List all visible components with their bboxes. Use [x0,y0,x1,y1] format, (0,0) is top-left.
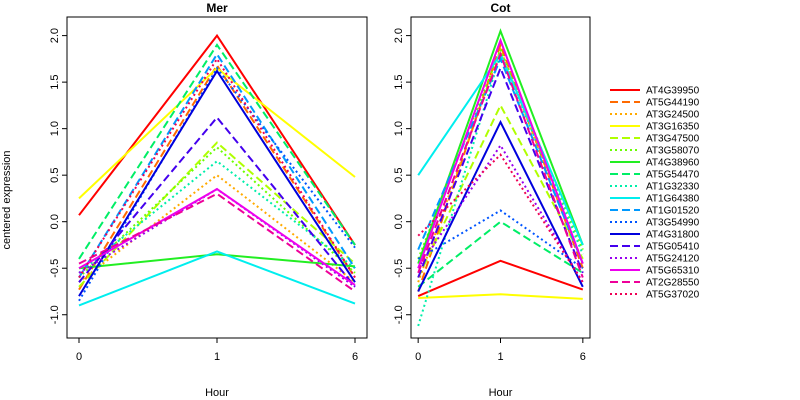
legend-label: AT3G54990 [646,218,700,229]
legend-item: AT4G31800 [610,230,700,241]
panel-title: Cot [491,1,511,15]
legend-label: AT3G24500 [646,110,700,121]
series-line-at3g54990 [78,66,356,302]
x-axis-label: Hour [205,387,229,399]
series-line-at2g28550 [78,192,356,293]
series-line-at5g65310 [417,37,584,269]
legend-item: AT1G64380 [610,194,700,205]
legend-item: AT3G16350 [610,122,700,133]
series-line-at3g54990 [417,209,584,270]
y-tick-label: 0.0 [393,214,405,229]
series-line-at5g37020 [417,153,584,283]
x-axis-label: Hour [489,387,513,399]
legend-label: AT4G39950 [646,86,700,97]
series-line-at5g44190 [78,63,356,291]
series-line-at4g39950 [417,259,584,298]
series-line-at4g38960 [78,253,356,270]
y-axis-label: centered expression [1,150,13,249]
plot-frame [410,16,591,339]
y-tick-label: 0.5 [393,168,405,183]
series-line-at5g37020 [78,57,356,279]
x-tick-label: 1 [214,351,220,363]
y-tick-label: 1.5 [393,74,405,89]
legend-item: AT5G65310 [610,266,700,277]
legend-label: AT4G38960 [646,158,700,169]
series-line-at3g47500 [78,141,356,288]
series-line-at3g47500 [417,103,584,278]
legend-item: AT5G44190 [610,98,700,109]
series-line-at5g05410 [78,115,356,288]
y-tick-label: -1.0 [393,305,405,324]
plot-frame [66,16,368,339]
series-line-at5g24120 [78,187,356,288]
y-tick-label: 0.5 [49,168,61,183]
legend-label: AT4G31800 [646,230,700,241]
legend-label: AT5G54470 [646,170,700,181]
panel-cot: Cot -1.0 -0.5 0.0 0.5 1.0 1.5 2.0 0 1 6 Hour [393,1,591,399]
y-tick-label: 2.0 [393,28,405,43]
series-line-at1g64380 [78,250,356,307]
x-tick-label: 6 [580,351,586,363]
legend-item: AT1G01520 [610,206,700,217]
legend-item: AT4G38960 [610,158,700,169]
legend-label: AT5G24120 [646,254,700,265]
series-line-at5g54470 [417,220,584,288]
x-tick-label: 0 [415,351,421,363]
series-line-at5g54470 [78,43,356,260]
legend-label: AT1G01520 [646,206,700,217]
legend-item: AT3G24500 [610,110,700,121]
legend-item: AT5G54470 [610,170,700,181]
legend-item: AT2G28550 [610,278,700,289]
x-tick-label: 6 [352,351,358,363]
y-tick-label: 1.0 [393,121,405,136]
series-line-at1g01520 [417,56,584,264]
series-line-at3g16350 [418,293,583,300]
legend-item: AT3G58070 [610,146,700,157]
legend-label: AT2G28550 [646,278,700,289]
panel-title: Mer [206,1,228,15]
series-line-at3g24500 [78,173,356,283]
series-line-at5g05410 [417,65,584,278]
series-line-at4g38960 [417,28,584,264]
chart-panels: Mer -1.0 -0.5 0.0 0.5 1.0 1.5 2.0 0 1 6 Hour Cot -1.0… [49,1,591,399]
y-tick-label: 1.0 [49,121,61,136]
series-line-at3g24500 [417,46,584,283]
panel-mer: Mer -1.0 -0.5 0.0 0.5 1.0 1.5 2.0 0 1 6 Hour [49,1,368,399]
legend-item: AT4G39950 [610,86,700,97]
legend-item: AT3G54990 [610,218,700,229]
legend-label: AT3G47500 [646,134,700,145]
series-line-at3g16350 [78,66,356,200]
x-tick-label: 1 [497,351,503,363]
legend-label: AT5G44190 [646,98,700,109]
series-line-at4g31800 [78,69,356,297]
y-tick-label: -1.0 [49,305,61,324]
y-tick-label: 1.5 [49,74,61,89]
legend: AT4G39950AT5G44190AT3G24500AT3G16350AT3G… [610,86,700,301]
series-line-at5g65310 [78,187,356,286]
y-tick-label: 0.0 [49,214,61,229]
y-tick-label: -0.5 [393,259,405,278]
y-tick-label: -0.5 [49,259,61,278]
legend-item: AT5G24120 [610,254,700,265]
legend-item: AT3G47500 [610,134,700,145]
x-tick-label: 0 [76,351,82,363]
legend-label: AT5G05410 [646,242,700,253]
legend-label: AT1G64380 [646,194,700,205]
legend-label: AT3G58070 [646,146,700,157]
legend-item: AT1G32330 [610,182,700,193]
y-tick-label: 2.0 [49,28,61,43]
series-line-at5g44190 [417,41,584,292]
legend-label: AT3G16350 [646,122,700,133]
series-line-at2g28550 [417,51,584,278]
legend-label: AT1G32330 [646,182,700,193]
series-line-at1g01520 [78,52,356,279]
legend-item: AT5G05410 [610,242,700,253]
legend-item: AT5G37020 [610,290,700,301]
legend-label: AT5G65310 [646,266,700,277]
legend-label: AT5G37020 [646,290,700,301]
series-line-at4g31800 [417,119,584,292]
